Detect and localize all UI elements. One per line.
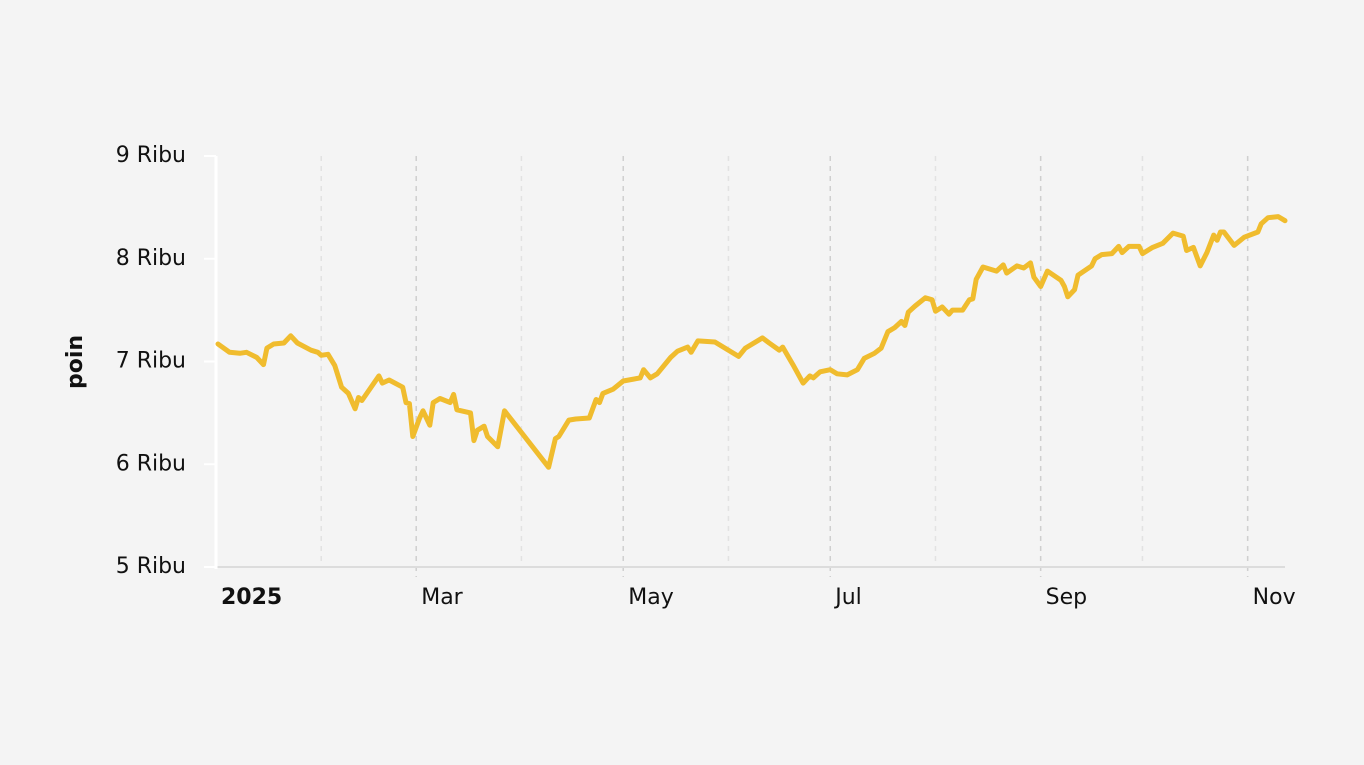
y-axis-label: poin bbox=[63, 335, 88, 389]
y-tick-label: 7 Ribu bbox=[116, 349, 186, 374]
data-line bbox=[215, 214, 1288, 470]
x-tick-label: Sep bbox=[1046, 585, 1087, 610]
y-tick-label: 8 Ribu bbox=[116, 246, 186, 271]
x-tick-label: Mar bbox=[421, 585, 463, 610]
y-tick-label: 5 Ribu bbox=[116, 554, 186, 579]
y-tick-label: 9 Ribu bbox=[116, 143, 186, 168]
y-tick-label: 6 Ribu bbox=[116, 451, 186, 476]
x-tick-label: Jul bbox=[833, 585, 862, 610]
x-tick-label: 2025 bbox=[221, 585, 282, 610]
x-tick-label: May bbox=[628, 585, 673, 610]
x-tick-label: Nov bbox=[1253, 585, 1296, 610]
